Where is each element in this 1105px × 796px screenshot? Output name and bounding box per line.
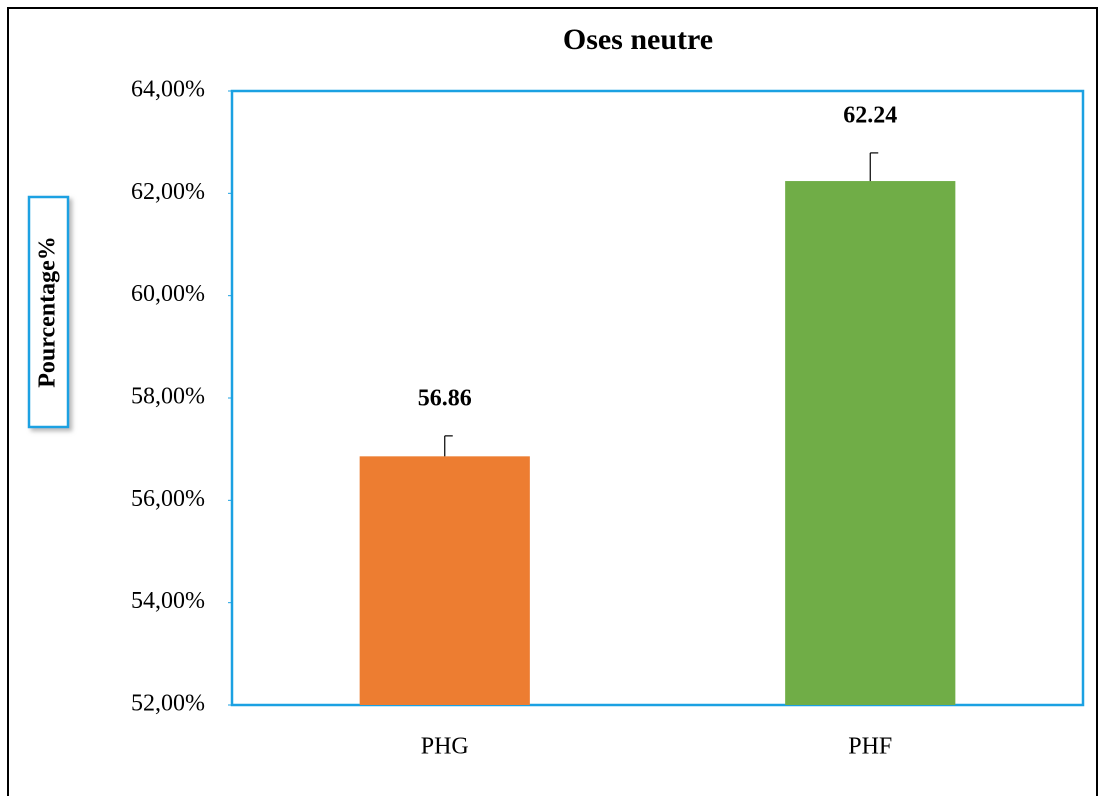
data-label: 56.86 <box>418 385 472 411</box>
y-tick-label: 54,00% <box>131 588 205 614</box>
data-label-bg <box>404 384 485 415</box>
y-tick-label: 52,00% <box>131 691 205 717</box>
bar <box>359 456 530 705</box>
x-tick-label: PHG <box>421 734 469 760</box>
chart-title: Oses neutre <box>563 23 713 56</box>
y-tick-label: 62,00% <box>131 179 205 205</box>
y-tick-label: 60,00% <box>131 281 205 307</box>
y-axis-title: Pourcentage% <box>35 236 61 388</box>
y-tick-label: 58,00% <box>131 384 205 410</box>
y-axis-title-box <box>27 195 70 429</box>
data-label: 62.24 <box>843 102 897 128</box>
x-tick-label: PHF <box>848 734 892 760</box>
plot: 52,00% 54,00% 56,00% 58,00% 60,00% 62,00% 64,0… <box>131 77 956 760</box>
y-tick-label: 56,00% <box>131 486 205 512</box>
data-label-bg <box>830 101 911 132</box>
bar <box>785 181 956 705</box>
y-tick-label: 64,00% <box>131 77 205 103</box>
